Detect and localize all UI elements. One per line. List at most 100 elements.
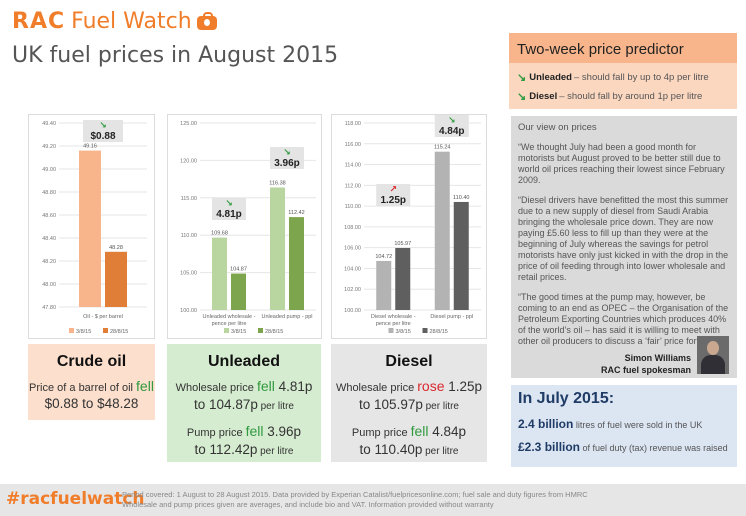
legend-swatch <box>388 328 394 333</box>
summary-text: Pump price <box>186 427 246 439</box>
footer-note-line: Wholesale and pump prices given are aver… <box>122 500 494 509</box>
y-tick-label: 108.00 <box>344 225 361 231</box>
down-arrow-icon: ↘ <box>225 199 233 209</box>
down-arrow-icon: ↘ <box>99 121 107 131</box>
y-tick-label: 48.80 <box>42 190 56 196</box>
data-label: 116.38 <box>269 180 285 186</box>
summary-amount: 4.84p <box>428 424 467 439</box>
y-tick-label: 49.20 <box>42 144 56 150</box>
y-tick-label: 125.00 <box>180 121 197 127</box>
category-label: pence per litre <box>376 321 411 327</box>
unleaded-chart-svg: 100.00 105.00 110.00 115.00 120.00 125.00 109.… <box>180 121 316 335</box>
y-tick-label: 102.00 <box>344 287 361 293</box>
y-tick-label: 110.00 <box>181 233 197 239</box>
quote-paragraph: “Diesel drivers have benefitted the most… <box>518 195 729 282</box>
bar-28-8-15 <box>231 273 246 310</box>
y-tick-label: 48.20 <box>42 259 56 265</box>
fuel-can-icon <box>196 12 217 30</box>
bar-3-8-15 <box>270 187 285 310</box>
legend-swatch <box>69 328 74 333</box>
y-tick-label: 110.00 <box>345 204 361 210</box>
brand-name: Fuel Watch <box>71 8 192 34</box>
quote-paragraph: “We thought July had been a good month f… <box>518 142 725 185</box>
down-arrow-icon: ↘ <box>517 72 527 84</box>
bar-28-8-15 <box>105 251 127 307</box>
bar-28-8-15 <box>289 217 304 310</box>
brand-rac: RAC <box>12 8 66 34</box>
crude-oil-chart-svg: 47.80 48.00 48.20 48.40 48.60 48.80 49.00 49.20… <box>42 120 147 335</box>
summary-amount: to 110.40p <box>359 442 423 457</box>
change-box <box>376 184 411 206</box>
change-value: 4.81p <box>216 209 242 220</box>
stat-text: litres of fuel were sold in the UK <box>573 420 703 430</box>
predictor-label: Diesel <box>529 91 558 102</box>
y-tick-label: 118.00 <box>345 121 361 127</box>
unleaded-summary: Unleaded Wholesale price fell 4.81p to 1… <box>167 344 321 462</box>
summary-amount: 1.25p <box>444 379 483 394</box>
y-tick-label: 105.00 <box>180 271 197 277</box>
summary-line: to 105.97p per litre <box>331 396 487 414</box>
legend-swatch <box>258 328 263 333</box>
diesel-summary: Diesel Wholesale price rose 1.25p to 105… <box>331 344 487 462</box>
summary-amount: to 104.87p <box>194 397 258 412</box>
summary-amount: to 112.42p <box>194 442 258 457</box>
summary-title: Crude oil <box>56 353 127 370</box>
y-tick-label: 49.40 <box>42 121 56 127</box>
summary-line: Pump price fell 4.84p <box>331 424 487 441</box>
bar-28-8-15 <box>395 247 411 310</box>
change-value: 3.96p <box>274 158 300 169</box>
data-label: 115.24 <box>434 145 450 151</box>
diesel-chart-svg: 100.00 102.00 104.00 106.00 108.00 110.00 112.… <box>344 115 481 335</box>
summary-line: Wholesale price fell 4.81p <box>167 379 321 396</box>
y-tick-label: 112.00 <box>345 183 361 189</box>
summary-text: Pump price <box>351 427 411 439</box>
summary-title: Diesel <box>385 353 433 370</box>
legend-label: 3/8/15 <box>231 329 246 335</box>
summary-text: Wholesale price <box>335 382 418 394</box>
data-label: 109.68 <box>211 231 228 237</box>
bar-3-8-15 <box>79 150 101 307</box>
category-label: Diesel pump - ppl <box>430 314 473 320</box>
summary-verb: fell <box>245 423 264 439</box>
legend-label: 28/8/15 <box>265 329 283 335</box>
down-arrow-icon: ↘ <box>448 116 456 126</box>
y-tick-label: 115.00 <box>181 196 197 202</box>
data-label: 104.87 <box>230 267 247 273</box>
stat-value: 2.4 billion <box>518 417 574 431</box>
up-arrow-icon: ↗ <box>389 185 397 195</box>
summary-amount: $0.88 to $48.28 <box>44 396 139 411</box>
y-tick-label: 49.00 <box>42 167 56 173</box>
legend-label: 28/8/15 <box>110 329 128 335</box>
hashtag: #racfuelwatch <box>6 489 145 509</box>
summary-line: to 110.40p per litre <box>331 441 487 459</box>
july-stat-duty: £2.3 billion of fuel duty (tax) revenue … <box>518 440 730 454</box>
summary-unit: per litre <box>422 401 459 412</box>
legend-swatch <box>422 328 428 333</box>
y-tick-label: 47.80 <box>42 305 56 311</box>
summary-amount: to 105.97p <box>359 397 423 412</box>
summary-text: Price of a barrel of oil <box>29 382 137 394</box>
rac-fuel-watch-logo: RAC Fuel Watch <box>12 8 217 34</box>
y-tick-label: 106.00 <box>344 246 361 252</box>
summary-verb: fell <box>136 378 154 394</box>
july-stats: In July 2015: 2.4 billion litres of fuel… <box>511 385 737 467</box>
change-value: 4.84p <box>439 126 465 137</box>
legend-label: 3/8/15 <box>76 329 91 335</box>
category-label: Diesel wholesale - <box>371 314 416 320</box>
footer-note-line: Period covered: 1 August to 28 August 20… <box>122 490 588 499</box>
y-tick-label: 48.40 <box>42 236 56 242</box>
data-label: 49.16 <box>83 144 97 150</box>
predictor-text: – should fall by up to 4p per litre <box>573 72 709 83</box>
summary-line: to 112.42p per litre <box>167 441 321 459</box>
july-stat-litres: 2.4 billion litres of fuel were sold in … <box>518 417 730 431</box>
summary-unit: per litre <box>257 401 294 412</box>
signature-role: RAC fuel spokesman <box>600 365 691 375</box>
bar-3-8-15 <box>376 260 392 310</box>
legend-swatch <box>224 328 229 333</box>
crude-oil-chart: 47.80 48.00 48.20 48.40 48.60 48.80 49.00 49.20… <box>28 114 155 339</box>
down-arrow-icon: ↘ <box>517 91 527 103</box>
summary-text: Wholesale price <box>175 382 257 394</box>
summary-verb: fell <box>410 423 429 439</box>
legend-swatch <box>103 328 108 333</box>
change-value: $0.88 <box>90 131 115 142</box>
